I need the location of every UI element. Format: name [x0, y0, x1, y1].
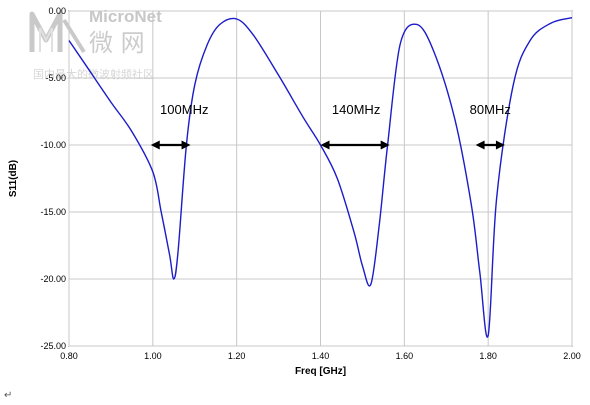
- arrowhead-right-icon: [495, 140, 505, 150]
- x-tick-label: 1.20: [228, 351, 246, 361]
- arrowhead-left-icon: [320, 140, 330, 150]
- x-tick-label: 1.60: [396, 351, 414, 361]
- bandwidth-label: 140MHz: [332, 102, 380, 117]
- arrowhead-right-icon: [181, 140, 191, 150]
- x-axis-ticks: 0.80 1.00 1.20 1.40 1.60 1.80 2.00: [60, 351, 581, 361]
- y-tick-label: 0.00: [48, 6, 66, 16]
- arrowhead-right-icon: [380, 140, 390, 150]
- micronet-logo-icon: [29, 11, 86, 54]
- bandwidth-label: 80MHz: [470, 102, 511, 117]
- bandwidth-annotations: 100MHz 140MHz 80MHz: [150, 102, 511, 150]
- x-axis-label: Freq [GHz]: [295, 366, 346, 377]
- y-tick-label: -20.00: [40, 274, 66, 284]
- x-tick-label: 0.80: [60, 351, 78, 361]
- y-tick-label: -15.00: [40, 207, 66, 217]
- x-tick-label: 1.40: [312, 351, 330, 361]
- x-tick-label: 1.80: [479, 351, 497, 361]
- grid-lines: [68, 10, 573, 347]
- s11-curve: [68, 17, 573, 338]
- x-tick-label: 2.00: [563, 351, 581, 361]
- watermark-logo: MicroNet 微 网 国内最大的微波射频社区: [29, 7, 162, 81]
- series-layer: [68, 17, 573, 338]
- paragraph-mark: ↵: [4, 390, 13, 401]
- y-tick-label: -10.00: [40, 140, 66, 150]
- arrowhead-left-icon: [150, 140, 160, 150]
- y-axis-label: S11(dB): [8, 160, 19, 197]
- x-tick-label: 1.00: [144, 351, 162, 361]
- y-axis-ticks: 0.00 -5.00 -10.00 -15.00 -20.00 -25.00: [40, 6, 66, 351]
- y-tick-label: -25.00: [40, 341, 66, 351]
- arrowhead-left-icon: [475, 140, 485, 150]
- watermark-brand: MicroNet: [89, 7, 162, 26]
- watermark-chinese-text: 微 网: [89, 29, 145, 57]
- bandwidth-label: 100MHz: [160, 102, 208, 117]
- y-tick-label: -5.00: [45, 73, 66, 83]
